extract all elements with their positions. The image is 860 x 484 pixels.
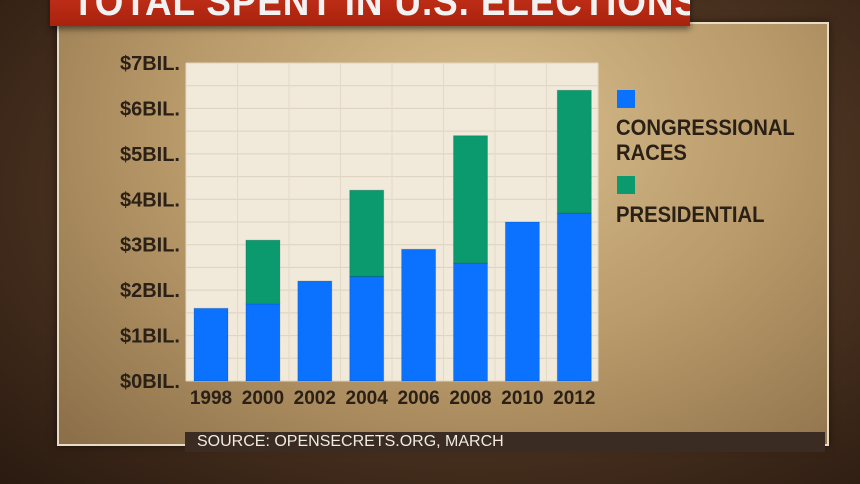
x-tick-label: 1998 <box>190 388 232 409</box>
bar-congressional-2008 <box>453 262 488 382</box>
source-text: SOURCE: OPENSECRETS.ORG, MARCH <box>197 433 504 450</box>
y-tick-label: $1BIL. <box>120 326 180 348</box>
bar-presidential-2008 <box>453 135 488 264</box>
bar-congressional-2002 <box>297 280 333 382</box>
title-banner: TOTAL SPENT IN U.S. ELECTIONS <box>50 0 690 26</box>
chart-title: TOTAL SPENT IN U.S. ELECTIONS <box>72 0 690 24</box>
x-tick-label: 2002 <box>294 388 336 409</box>
bar-congressional-2004 <box>349 276 385 382</box>
bar-congressional-1998 <box>193 307 229 382</box>
y-tick-label: $4BIL. <box>120 189 180 211</box>
y-tick-label: $0BIL. <box>120 371 180 393</box>
y-tick-label: $7BIL. <box>120 53 180 75</box>
bar-congressional-2012 <box>556 212 592 382</box>
y-tick-label: $5BIL. <box>120 144 180 166</box>
bar-presidential-2004 <box>349 189 385 278</box>
legend-swatch-congressional <box>617 90 635 108</box>
x-tick-label: 2008 <box>449 388 491 409</box>
x-tick-label: 2010 <box>501 388 543 409</box>
bar-congressional-2000 <box>245 303 281 382</box>
bar-congressional-2006 <box>401 248 437 382</box>
x-tick-label: 2000 <box>242 388 284 409</box>
bar-congressional-2010 <box>504 221 540 382</box>
x-tick-label: 2012 <box>553 388 595 409</box>
y-tick-label: $6BIL. <box>120 98 180 120</box>
bar-presidential-2000 <box>245 239 281 305</box>
legend-label-races: RACES <box>616 140 687 165</box>
legend-label-congressional: CONGRESSIONAL <box>616 115 795 140</box>
source-bar: SOURCE: OPENSECRETS.ORG, MARCH <box>185 432 825 452</box>
bar-presidential-2012 <box>556 89 592 214</box>
x-tick-label: 2006 <box>397 388 439 409</box>
legend-swatch-presidential <box>617 176 635 194</box>
y-tick-label: $3BIL. <box>120 235 180 257</box>
y-tick-label: $2BIL. <box>120 280 180 302</box>
legend-label-presidential: PRESIDENTIAL <box>616 202 765 227</box>
x-tick-label: 2004 <box>346 388 389 409</box>
